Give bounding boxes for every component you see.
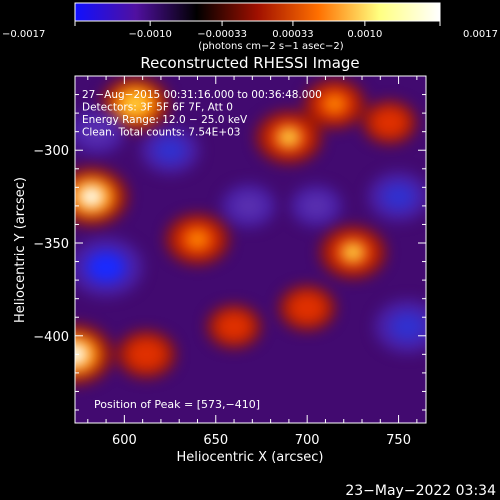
- y-tick-label: −300: [33, 144, 69, 159]
- peak-position-label: Position of Peak = [573,−410]: [94, 398, 260, 411]
- colorbar-tick-label: 0.00033: [272, 29, 313, 40]
- y-axis-label: Heliocentric Y (arcsec): [13, 177, 28, 323]
- annotation-line: Detectors: 3F 5F 6F 7F, Att 0: [82, 102, 233, 114]
- x-axis: 600 650 700 750: [87, 76, 418, 448]
- source-core: [323, 94, 346, 114]
- source-core: [78, 185, 105, 208]
- annotation-block: 27−Aug−2015 00:31:16.000 to 00:36:48.000…: [82, 89, 322, 139]
- annotation-line: Clean. Total counts: 7.54E+03: [82, 127, 240, 139]
- negative-core: [234, 194, 264, 218]
- negative-core: [302, 195, 331, 217]
- x-tick-label: 650: [203, 433, 228, 448]
- x-tick-label: 750: [386, 433, 411, 448]
- x-axis-label: Heliocentric X (arcsec): [177, 450, 324, 465]
- source-core: [297, 299, 318, 317]
- colorbar-ticks: −0.0017 −0.0010 −0.00033 0.00033 0.0010 0.001…: [2, 21, 498, 40]
- y-tick-label: −350: [33, 237, 69, 252]
- source-core: [75, 342, 89, 366]
- source-core: [341, 242, 365, 263]
- source-core: [186, 229, 209, 249]
- source-core: [224, 318, 244, 335]
- chart-title: Reconstructed RHESSI Image: [140, 54, 359, 72]
- colorbar-tick-label: 0.0017: [463, 29, 498, 40]
- negative-core: [154, 137, 186, 163]
- colorbar-tick-label: −0.0017: [2, 29, 45, 40]
- x-tick-label: 600: [112, 433, 137, 448]
- colorbar: [74, 2, 441, 22]
- source-core: [379, 114, 400, 131]
- y-axis: −300 −350 −400: [33, 75, 426, 411]
- negative-core: [382, 183, 415, 210]
- source-core: [135, 345, 157, 364]
- source-core: [277, 127, 301, 148]
- negative-core: [390, 312, 426, 341]
- plot-frame: [74, 75, 427, 424]
- annotation-line: Energy Range: 12.0 − 25.0 keV: [82, 114, 248, 126]
- source-core: [123, 93, 148, 115]
- annotation-line: 27−Aug−2015 00:31:16.000 to 00:36:48.000: [82, 89, 322, 101]
- negative-core: [81, 119, 113, 144]
- intensity-map: [75, 76, 426, 385]
- colorbar-tick-label: −0.0010: [128, 29, 171, 40]
- colorbar-tick-label: 0.0010: [347, 29, 382, 40]
- colorbar-label: (photons cm−2 s−1 asec−2): [198, 41, 343, 52]
- footer-date: 23−May−2022 03:34: [345, 483, 496, 499]
- colorbar-tick-label: −0.00033: [197, 29, 247, 40]
- negative-core: [86, 251, 126, 283]
- y-tick-label: −400: [33, 330, 69, 345]
- x-tick-label: 700: [295, 433, 320, 448]
